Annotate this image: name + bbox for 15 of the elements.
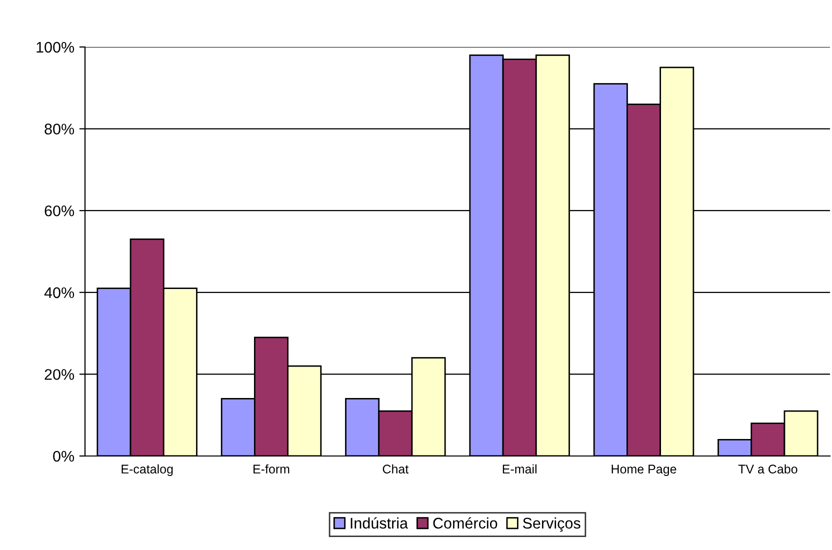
x-tick-label: TV a Cabo	[738, 464, 798, 474]
legend-label: Comércio	[433, 517, 498, 529]
legend-label: Indústria	[350, 517, 408, 529]
y-tick-label: 60%	[44, 205, 74, 216]
y-tick-label: 20%	[44, 369, 74, 380]
legend-label: Serviços	[522, 517, 580, 532]
y-tick-label: 80%	[44, 124, 74, 134]
x-tick-label: E-mail	[502, 464, 536, 474]
y-tick-label: 100%	[36, 42, 74, 53]
x-tick-label: E-catalog	[122, 464, 173, 476]
x-tick-label: Chat	[382, 464, 409, 474]
x-tick-label: E-form	[254, 464, 290, 474]
x-tick-label: Home Page	[612, 464, 676, 476]
y-tick-label: 0%	[53, 450, 74, 462]
y-tick-label: 40%	[44, 287, 74, 298]
